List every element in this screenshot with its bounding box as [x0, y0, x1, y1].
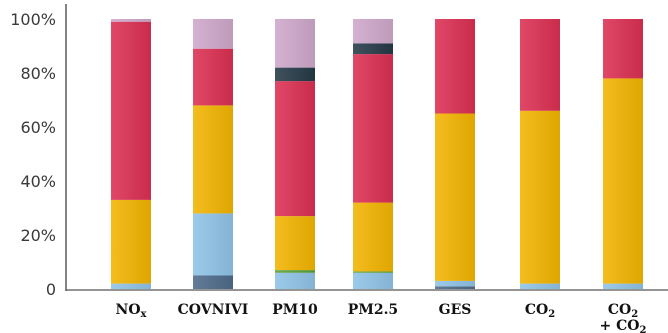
x-tick-label: CO2 — [608, 302, 638, 320]
bar-segment — [520, 110, 560, 284]
label-text: GES — [439, 302, 472, 318]
label-text: CO — [525, 302, 548, 318]
label-subscript: 2 — [639, 325, 646, 333]
bar-segment — [435, 280, 475, 287]
y-tick-label: 0 — [46, 280, 56, 299]
bar-segment — [193, 275, 233, 289]
label-subscript: x — [141, 309, 148, 320]
label-text: COVNIVI — [178, 302, 249, 318]
bar-segment — [275, 81, 315, 217]
bar-segment — [111, 21, 151, 200]
bar-stack-co2 — [520, 19, 560, 289]
bar-segment — [520, 19, 560, 111]
bar-stack-ges — [435, 19, 475, 289]
bar-segment — [353, 271, 393, 273]
y-tick-label: 80% — [20, 64, 56, 83]
bar-segment — [603, 78, 643, 284]
bar-segment — [603, 283, 643, 289]
x-tick-label: COVNIVI — [178, 302, 249, 318]
bar-segment — [275, 67, 315, 82]
bar-stack-covnivi — [193, 19, 233, 289]
label-text: NO — [116, 302, 141, 318]
y-tick-label: 20% — [20, 226, 56, 245]
x-tick-label: NOx — [116, 302, 148, 320]
bar-segment — [111, 19, 151, 22]
bar-segment — [353, 202, 393, 272]
x-tick-label: CO2 — [525, 302, 555, 320]
label-text: CO — [608, 302, 631, 318]
bar-segment — [603, 19, 643, 79]
x-tick-label-line2: + CO2 — [600, 318, 647, 333]
bar-segment — [435, 286, 475, 289]
x-tick-label: GES — [439, 302, 472, 318]
bar-segment — [193, 19, 233, 49]
y-tick-label: 40% — [20, 172, 56, 191]
bar-segment — [520, 283, 560, 289]
x-tick-label: PM10 — [272, 302, 318, 318]
x-tick-label: PM2.5 — [348, 302, 398, 318]
bar-segment — [111, 283, 151, 289]
bar-segment — [111, 199, 151, 284]
bar-segment — [275, 19, 315, 68]
label-subscript: 2 — [548, 309, 555, 320]
bar-segment — [353, 19, 393, 44]
bar-segment — [353, 54, 393, 203]
label-text: PM10 — [272, 302, 318, 318]
y-tick-label: 60% — [20, 118, 56, 137]
bar-stack-pm2-5 — [353, 19, 393, 289]
label-text: PM2.5 — [348, 302, 398, 318]
bar-segment — [353, 43, 393, 55]
bar-segment — [275, 272, 315, 289]
bar-segment — [275, 270, 315, 273]
bar-segment — [435, 19, 475, 114]
bar-segment — [193, 48, 233, 106]
bar-segment — [275, 216, 315, 271]
bar-segment — [435, 113, 475, 281]
bar-stack-co2-co2 — [603, 19, 643, 289]
bar-stack-nox — [111, 19, 151, 289]
label-subscript: 2 — [631, 309, 638, 320]
bar-segment — [353, 272, 393, 289]
bar-stack-pm10 — [275, 19, 315, 289]
label-text: + CO — [600, 318, 640, 333]
bar-segment — [193, 105, 233, 214]
y-tick-label: 100% — [10, 10, 56, 29]
bar-segment — [193, 213, 233, 276]
